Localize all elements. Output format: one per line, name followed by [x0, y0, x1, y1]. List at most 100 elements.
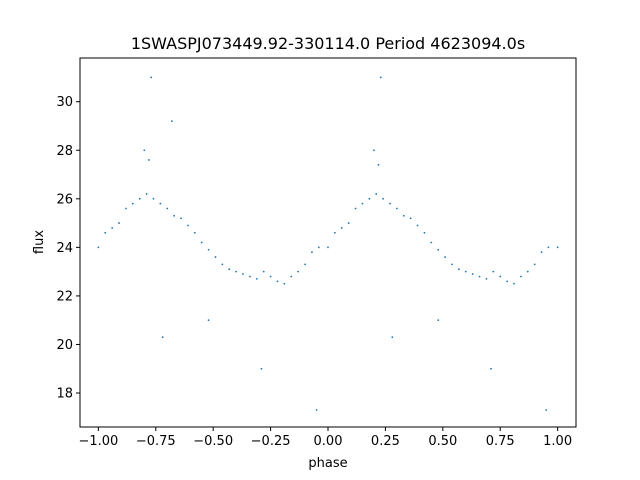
- data-point: [340, 227, 343, 229]
- data-point: [159, 202, 162, 205]
- data-point: [290, 275, 293, 278]
- data-point: [104, 231, 107, 234]
- data-point: [170, 120, 173, 123]
- y-tick-label: 30: [56, 95, 73, 110]
- data-point: [416, 224, 419, 227]
- data-point: [382, 197, 385, 200]
- data-point: [526, 270, 529, 273]
- data-point: [150, 76, 153, 79]
- data-point: [389, 202, 391, 205]
- data-point: [152, 197, 155, 200]
- data-point: [221, 263, 224, 266]
- data-point: [228, 268, 231, 271]
- x-axis: −1.00 −0.75 −0.50 −0.25 0.00 0.25 0.50 0.75 1.00: [78, 427, 572, 449]
- x-tick-label: −0.25: [251, 434, 291, 449]
- data-point: [315, 409, 318, 411]
- data-point: [485, 278, 488, 280]
- data-point: [519, 275, 522, 278]
- data-point: [138, 197, 141, 200]
- y-tick-label: 22: [56, 289, 73, 304]
- data-point: [347, 222, 350, 224]
- data-point: [311, 251, 313, 254]
- data-point: [437, 319, 440, 322]
- data-point: [402, 214, 405, 217]
- data-point: [131, 202, 134, 205]
- data-point: [533, 263, 536, 266]
- data-point: [242, 273, 244, 275]
- data-point: [333, 231, 336, 234]
- data-point: [207, 319, 210, 322]
- data-point: [478, 275, 481, 278]
- data-point: [547, 246, 550, 249]
- data-point: [180, 217, 182, 220]
- data-point: [207, 248, 210, 251]
- data-point: [255, 278, 258, 280]
- data-point: [235, 270, 238, 273]
- data-point: [262, 270, 265, 273]
- data-point: [249, 275, 251, 278]
- x-tick-label: −0.50: [193, 434, 233, 449]
- data-point: [125, 207, 127, 210]
- data-point: [395, 207, 398, 210]
- data-point: [437, 248, 440, 251]
- x-tick-label: 0.25: [371, 434, 400, 449]
- data-point: [451, 263, 453, 266]
- data-point: [464, 270, 467, 273]
- data-point: [97, 246, 100, 249]
- y-tick-label: 20: [56, 338, 73, 353]
- data-point: [304, 263, 306, 266]
- x-tick-label: 0.00: [314, 434, 343, 449]
- data-point: [506, 280, 509, 283]
- data-point: [492, 270, 495, 273]
- y-tick-label: 18: [56, 387, 73, 402]
- data-point: [471, 273, 474, 275]
- y-axis: 18 20 22 24 26 28 30: [56, 95, 80, 402]
- data-point: [375, 193, 378, 195]
- data-point: [379, 76, 382, 79]
- x-tick-label: 0.75: [486, 434, 515, 449]
- data-point: [556, 246, 559, 249]
- data-point: [444, 256, 447, 258]
- x-tick-label: 1.00: [543, 434, 572, 449]
- data-point: [423, 231, 426, 234]
- data-point: [457, 268, 460, 271]
- data-point: [354, 207, 357, 210]
- data-point: [430, 241, 433, 244]
- data-point: [111, 227, 114, 229]
- data-point: [368, 197, 371, 200]
- x-tick-label: 0.50: [428, 434, 457, 449]
- data-point: [499, 275, 502, 278]
- data-point: [361, 202, 364, 205]
- y-tick-label: 26: [56, 192, 73, 207]
- data-point: [297, 270, 300, 273]
- data-point: [143, 149, 146, 152]
- data-point: [490, 367, 492, 370]
- data-point: [145, 193, 148, 195]
- data-point: [327, 246, 329, 249]
- data-point: [147, 159, 150, 161]
- data-point: [545, 409, 548, 411]
- data-point: [187, 224, 189, 227]
- data-point: [214, 256, 217, 258]
- data-point: [513, 282, 515, 285]
- y-axis-label: flux: [32, 230, 47, 254]
- data-point: [193, 231, 196, 234]
- data-point: [200, 241, 203, 244]
- data-point: [118, 222, 120, 224]
- x-axis-label: phase: [308, 456, 347, 471]
- data-point: [260, 367, 263, 370]
- data-point: [166, 207, 169, 210]
- data-point: [391, 336, 394, 339]
- data-point: [317, 246, 320, 249]
- y-tick-label: 28: [56, 144, 73, 159]
- data-point: [373, 149, 375, 152]
- x-tick-label: −0.75: [136, 434, 176, 449]
- data-point: [173, 214, 176, 217]
- data-point: [409, 217, 412, 220]
- data-point: [161, 336, 164, 339]
- y-tick-label: 24: [56, 241, 73, 256]
- data-points: [97, 76, 559, 411]
- data-point: [283, 282, 286, 285]
